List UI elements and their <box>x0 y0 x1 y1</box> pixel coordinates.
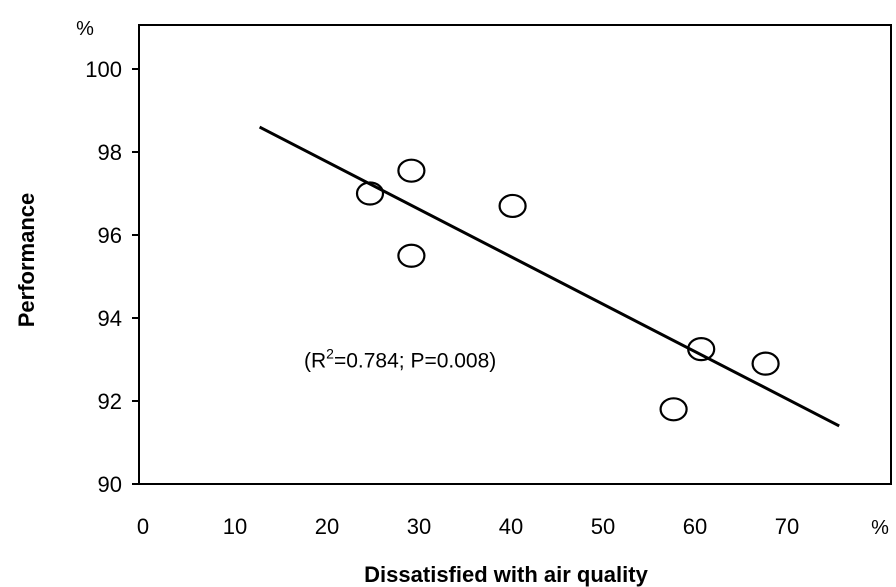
x-axis-title: Dissatisfied with air quality <box>364 562 648 587</box>
plot-frame <box>138 24 892 485</box>
data-point <box>659 397 688 422</box>
annotation-superscript: 2 <box>326 345 334 361</box>
annotation-prefix: (R <box>304 349 326 372</box>
x-unit-label: % <box>871 517 889 539</box>
y-tick-label: 94 <box>98 306 122 331</box>
x-tick-label: 70 <box>775 514 799 539</box>
x-axis-ticks: 0 10 20 30 40 50 60 70 <box>137 514 799 539</box>
y-axis-ticks: 90 92 94 96 98 100 <box>85 57 139 497</box>
y-tick-label: 98 <box>98 140 122 165</box>
x-tick-label: 50 <box>591 514 615 539</box>
data-point <box>397 158 426 183</box>
regression-annotation: (R2=0.784; P=0.008) <box>304 345 496 372</box>
data-point <box>751 351 780 376</box>
y-tick-label: 100 <box>85 57 122 82</box>
y-tick-label: 92 <box>98 389 122 414</box>
y-unit-label: % <box>76 18 94 40</box>
y-tick-label: 90 <box>98 472 122 497</box>
y-tick-label: 96 <box>98 223 122 248</box>
x-tick-label: 60 <box>683 514 707 539</box>
x-tick-label: 10 <box>223 514 247 539</box>
data-point <box>498 193 527 219</box>
annotation-suffix: =0.784; P=0.008) <box>334 349 496 372</box>
trend-line <box>258 125 840 428</box>
x-tick-label: 0 <box>137 514 149 539</box>
x-tick-label: 20 <box>315 514 339 539</box>
data-points <box>355 158 780 422</box>
x-tick-label: 40 <box>499 514 523 539</box>
x-tick-label: 30 <box>407 514 431 539</box>
data-point <box>687 337 716 362</box>
data-point <box>397 243 426 268</box>
data-point <box>355 181 385 206</box>
y-axis-title: Performance <box>14 193 39 328</box>
